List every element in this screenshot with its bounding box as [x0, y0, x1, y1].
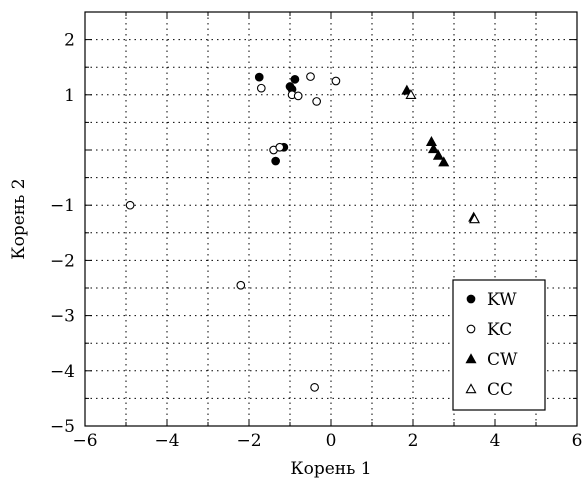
point-kc [331, 76, 341, 86]
legend: KW KC CW CC [452, 279, 546, 411]
point-kc [312, 97, 322, 106]
point-kw [290, 74, 300, 84]
point-kc [256, 83, 266, 93]
y-tick-label: 1 [64, 86, 75, 106]
y-tick-label: −5 [50, 417, 75, 437]
data-points [125, 72, 481, 392]
legend-label-kc: KC [487, 320, 512, 340]
y-axis-label: Корень 2 [9, 178, 29, 259]
point-kc [275, 142, 285, 152]
point-cw [401, 84, 413, 95]
point-cc [468, 213, 481, 224]
legend-marker-cc [465, 383, 477, 394]
y-tick-label: −1 [50, 196, 75, 216]
x-tick-label: 0 [326, 431, 337, 451]
point-kc [293, 91, 303, 101]
legend-label-cw: CW [487, 350, 518, 370]
point-cc [405, 89, 417, 100]
x-tick-label: −4 [154, 431, 179, 451]
point-cw [427, 143, 440, 154]
point-kc [310, 383, 319, 392]
point-kw [254, 72, 264, 82]
tick-labels: −6 −4 −2 0 2 4 6 −5 −4 −3 −2 −1 1 2 [50, 31, 582, 451]
x-tick-label: −2 [236, 431, 261, 451]
point-cw [438, 156, 450, 167]
y-tick-label: 2 [64, 31, 75, 51]
x-tick-label: 4 [490, 431, 501, 451]
point-kc [306, 72, 315, 81]
legend-label-cc: CC [487, 380, 513, 400]
point-cw [432, 149, 444, 160]
x-axis-label: Корень 1 [290, 459, 371, 479]
y-tick-label: −3 [50, 307, 75, 327]
x-tick-label: 6 [572, 431, 583, 451]
point-kc [125, 200, 135, 210]
x-tick-label: −6 [72, 431, 97, 451]
legend-marker-kw [466, 294, 476, 304]
point-kw [271, 156, 281, 166]
point-kc [236, 280, 246, 290]
legend-marker-kc [466, 324, 476, 334]
legend-marker-cw [465, 353, 477, 364]
plot-frame [84, 11, 578, 427]
y-tick-label: −4 [50, 362, 75, 382]
x-tick-label: 2 [408, 431, 419, 451]
legend-label-kw: KW [487, 290, 517, 310]
y-tick-label: −2 [50, 251, 75, 271]
point-cw [425, 135, 437, 146]
